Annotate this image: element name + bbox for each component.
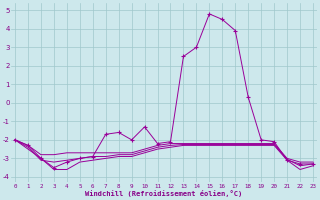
X-axis label: Windchill (Refroidissement éolien,°C): Windchill (Refroidissement éolien,°C) <box>85 190 243 197</box>
